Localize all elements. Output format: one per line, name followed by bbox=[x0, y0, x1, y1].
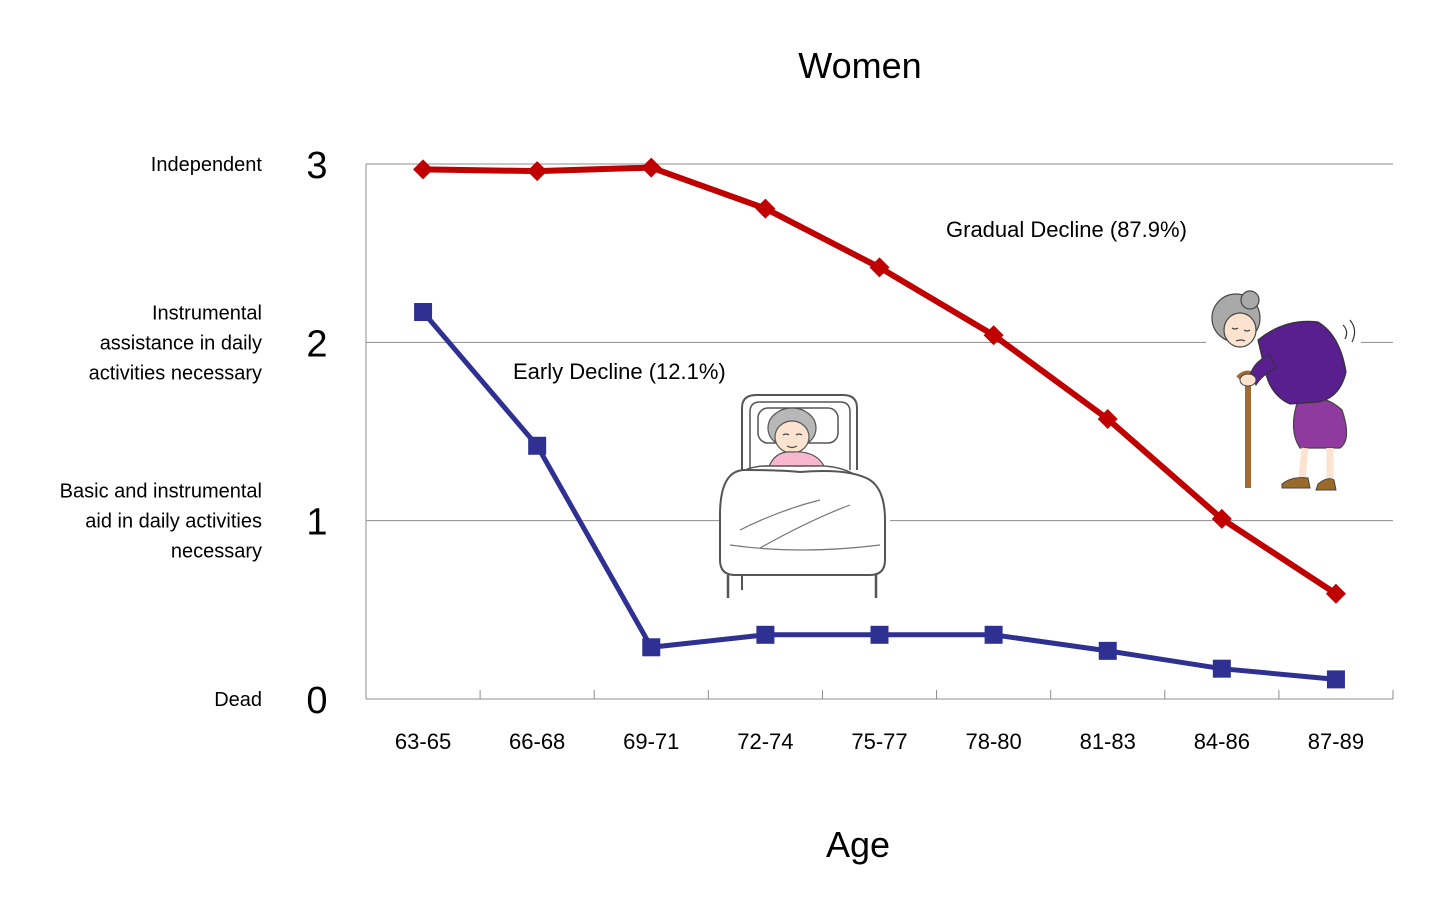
x-axis-label: Age bbox=[826, 824, 890, 865]
data-point bbox=[756, 625, 775, 644]
elderly-woman-with-cane-illustration bbox=[1206, 285, 1361, 495]
x-tick-label: 84-86 bbox=[1194, 729, 1250, 754]
data-point bbox=[1211, 508, 1232, 529]
y-tick-label-2: 2 bbox=[306, 323, 327, 365]
series-layer bbox=[413, 157, 1346, 689]
data-point bbox=[870, 625, 889, 644]
data-point bbox=[527, 161, 548, 182]
annotation-gradual-decline: Gradual Decline (87.9%) bbox=[946, 217, 1187, 242]
data-point bbox=[528, 436, 547, 455]
data-point bbox=[1325, 583, 1346, 604]
data-point bbox=[1326, 670, 1345, 689]
x-tick-label: 87-89 bbox=[1308, 729, 1364, 754]
x-tick-label: 69-71 bbox=[623, 729, 679, 754]
x-tick-label: 75-77 bbox=[851, 729, 907, 754]
y-tick-label-1: 1 bbox=[306, 502, 327, 544]
data-point bbox=[641, 157, 662, 178]
data-point bbox=[1098, 641, 1117, 660]
elderly-woman-in-bed-illustration bbox=[719, 390, 890, 605]
y-category-label: Independent bbox=[151, 154, 263, 176]
x-tick-labels: 63-65 66-68 69-71 72-74 75-77 78-80 81-83 84-86… bbox=[395, 729, 1364, 754]
axes bbox=[365, 164, 1394, 700]
x-tick-label: 72-74 bbox=[737, 729, 793, 754]
chart-title: Women bbox=[798, 45, 921, 86]
y-tick-labels: 0 1 2 3 bbox=[306, 145, 327, 722]
annotation-early-decline: Early Decline (12.1%) bbox=[513, 359, 726, 384]
data-point bbox=[642, 638, 661, 657]
y-tick-label-0: 0 bbox=[306, 680, 327, 722]
y-category-label: Dead bbox=[214, 689, 262, 711]
x-tick-label: 66-68 bbox=[509, 729, 565, 754]
y-category-labels: Independent Instrumental assistance in dai… bbox=[60, 154, 263, 711]
x-tick-label: 78-80 bbox=[965, 729, 1021, 754]
y-tick-label-3: 3 bbox=[306, 145, 327, 187]
x-tick-label: 81-83 bbox=[1080, 729, 1136, 754]
data-point bbox=[1212, 659, 1231, 678]
series-gradual-decline bbox=[413, 157, 1346, 604]
x-tick-label: 63-65 bbox=[395, 729, 451, 754]
data-point bbox=[983, 325, 1004, 346]
data-point bbox=[414, 303, 433, 322]
data-point bbox=[984, 625, 1003, 644]
data-point bbox=[413, 159, 434, 180]
y-category-label: Basic and instrumental aid in daily activ… bbox=[60, 481, 262, 563]
data-point bbox=[1097, 409, 1118, 430]
data-point bbox=[869, 257, 890, 278]
y-category-label: Instrumental assistance in daily activitie… bbox=[89, 302, 262, 384]
series-early-decline bbox=[414, 303, 1345, 689]
data-point bbox=[755, 198, 776, 219]
